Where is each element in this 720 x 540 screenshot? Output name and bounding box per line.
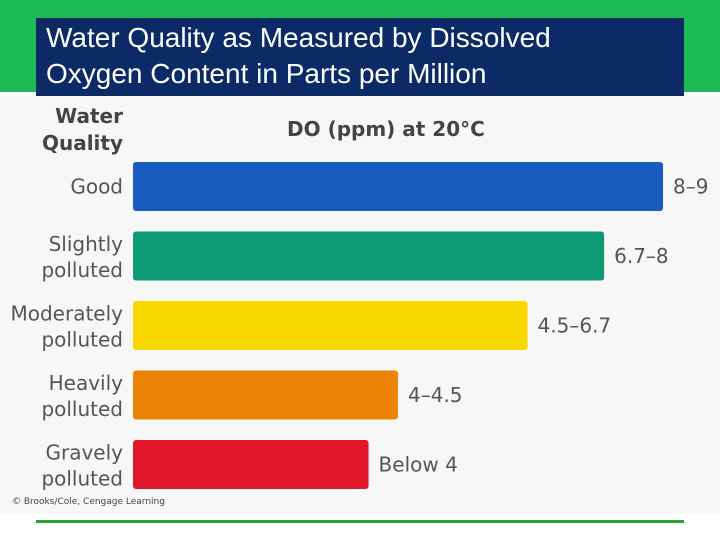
title-line-1: Water Quality as Measured by Dissolved <box>46 22 551 53</box>
bar-0 <box>133 162 663 211</box>
category-label-3-line-0: Heavily <box>49 371 124 395</box>
copyright-credit: © Brooks/Cole, Cengage Learning <box>12 497 165 507</box>
range-label-4: Below 4 <box>379 453 458 477</box>
bottom-accent-line <box>36 520 684 523</box>
category-label-4-line-1: polluted <box>41 467 123 491</box>
range-label-0: 8–9 <box>673 175 708 199</box>
range-label-2: 4.5–6.7 <box>538 314 612 338</box>
category-label-4-line-0: Gravely <box>45 441 123 465</box>
bars-group: Good 8–9Slightlypolluted6.7–8Moderatelypo… <box>10 162 708 491</box>
category-header-line-1: Water <box>55 104 123 128</box>
bar-4 <box>133 440 369 489</box>
bar-3 <box>133 370 398 420</box>
title-line-2: Oxygen Content in Parts per Million <box>46 58 487 89</box>
dissolved-oxygen-chart: Water Quality DO (ppm) at 20°C Good 8–9 Sl… <box>10 104 708 491</box>
bar-2 <box>133 301 528 350</box>
range-label-3: 4–4.5 <box>408 383 463 407</box>
range-label-1: 6.7–8 <box>614 244 669 268</box>
category-label-0: Good <box>70 175 123 199</box>
category-label-1-line-1: polluted <box>41 258 123 282</box>
category-label-2-line-1: polluted <box>41 328 123 352</box>
category-header-line-2: Quality <box>42 131 123 155</box>
category-label-3-line-1: polluted <box>41 397 123 421</box>
bar-1 <box>133 231 605 281</box>
category-label-1-line-0: Slightly <box>49 232 124 256</box>
title-box: Water Quality as Measured by Dissolved O… <box>36 18 684 96</box>
value-header: DO (ppm) at 20°C <box>287 117 485 141</box>
category-label-2-line-0: Moderately <box>10 302 123 326</box>
